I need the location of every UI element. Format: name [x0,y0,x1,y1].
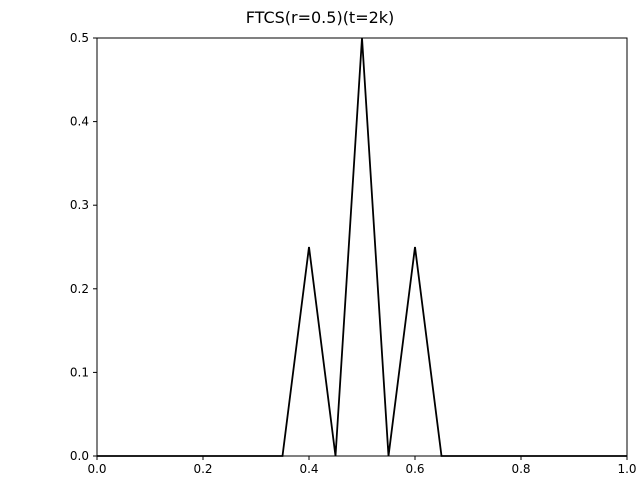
x-tick-label: 0.4 [299,462,318,476]
y-tick-label: 0.3 [70,198,89,212]
x-tick-label: 0.6 [405,462,424,476]
x-tick-label: 0.8 [511,462,530,476]
y-tick-label: 0.2 [70,282,89,296]
x-tick-label: 1.0 [617,462,636,476]
y-tick-label: 0.1 [70,365,89,379]
x-tick-label: 0.0 [87,462,106,476]
x-tick-label: 0.2 [193,462,212,476]
series-layer [97,37,627,457]
chart-title: FTCS(r=0.5)(t=2k) [246,8,395,27]
y-axis: 0.0 0.1 0.2 0.3 0.4 0.5 [70,31,97,463]
y-tick-label: 0.4 [70,115,89,129]
axes-frame [96,37,628,457]
y-tick-label: 0.5 [70,31,89,45]
y-tick-label: 0.0 [70,449,89,463]
series-line-0 [97,37,627,457]
x-axis: 0.0 0.2 0.4 0.6 0.8 1.0 [87,456,637,476]
